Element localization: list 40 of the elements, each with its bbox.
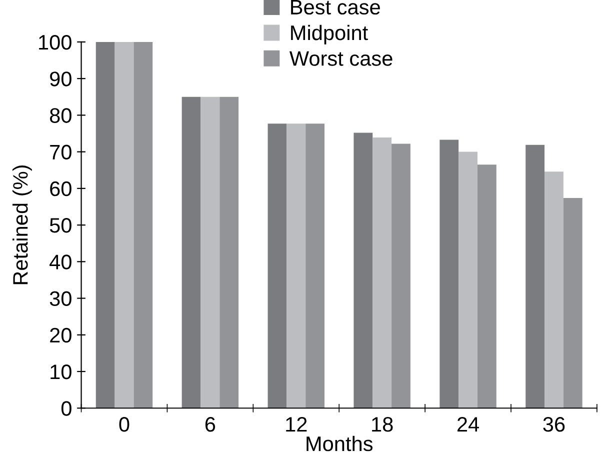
bar	[306, 124, 324, 408]
bar	[392, 144, 410, 408]
x-tick-label: 0	[119, 417, 130, 432]
y-tick-label: 0	[61, 401, 72, 416]
x-axis-title: Months	[306, 436, 373, 452]
legend-label: Worst case	[289, 51, 392, 66]
y-tick-label: 100	[39, 34, 72, 50]
bar	[286, 124, 306, 408]
y-tick-label: 70	[50, 144, 72, 160]
bar	[268, 124, 287, 408]
y-tick-label: 80	[50, 108, 72, 123]
x-tick-label: 36	[543, 417, 565, 432]
legend-label: Midpoint	[291, 24, 368, 44]
y-tick-label: 40	[50, 254, 72, 270]
bar	[134, 42, 153, 408]
y-axis-title: Retained (%)	[12, 166, 32, 284]
bar	[544, 172, 564, 408]
x-tick-label: 24	[457, 417, 480, 432]
bar	[477, 164, 496, 408]
bar	[458, 152, 478, 408]
bar	[220, 96, 239, 408]
bar	[440, 140, 459, 408]
bar	[354, 132, 373, 408]
y-tick-label: 20	[50, 328, 72, 343]
bar	[563, 198, 582, 408]
x-tick-label: 12	[286, 417, 307, 432]
y-tick-label: 90	[50, 72, 72, 86]
x-tick-label: 6	[205, 417, 216, 432]
bar	[182, 96, 201, 408]
bar	[372, 138, 392, 408]
bar	[200, 96, 220, 408]
y-tick-label: 10	[50, 364, 72, 380]
bar	[114, 42, 134, 408]
bar	[526, 144, 545, 408]
legend-label: Best case	[291, 0, 380, 15]
bar	[96, 42, 115, 408]
y-tick-label: 60	[50, 181, 72, 196]
y-tick-label: 30	[50, 291, 72, 306]
y-tick-label: 50	[50, 218, 72, 233]
x-tick-label: 18	[372, 417, 393, 432]
